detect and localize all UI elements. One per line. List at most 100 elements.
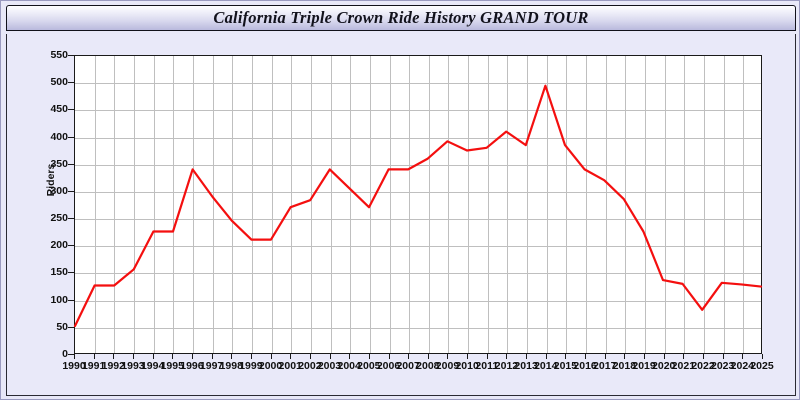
y-tick-label: 300 bbox=[50, 184, 68, 197]
x-tick-mark bbox=[703, 354, 705, 359]
x-tick-label: 2000 bbox=[258, 360, 283, 372]
y-tick-label: 100 bbox=[50, 293, 68, 306]
x-tick-label: 2003 bbox=[317, 360, 342, 372]
x-tick-label: 1998 bbox=[219, 360, 243, 372]
x-tick-label: 2025 bbox=[750, 360, 774, 372]
x-axis-ticks: 1990 1991 1992 1993 1994 1995 1996 1997 1998 1999… bbox=[62, 354, 774, 386]
y-tick-mark bbox=[68, 218, 74, 220]
x-tick-label: 2020 bbox=[652, 360, 676, 372]
x-tick-mark bbox=[93, 354, 95, 359]
x-tick-label: 2012 bbox=[494, 360, 519, 372]
y-tick-label: 200 bbox=[50, 239, 68, 252]
x-tick-mark bbox=[663, 354, 665, 359]
x-tick-label: 2023 bbox=[710, 360, 735, 372]
y-tick-mark bbox=[68, 245, 74, 247]
y-tick-mark bbox=[68, 190, 74, 192]
x-tick-mark bbox=[467, 354, 469, 359]
x-tick-mark bbox=[545, 354, 547, 359]
x-tick-mark bbox=[447, 354, 449, 359]
x-tick-mark bbox=[762, 354, 763, 359]
x-tick-mark bbox=[604, 354, 606, 359]
x-tick-label: 2022 bbox=[691, 360, 715, 372]
x-tick-mark bbox=[152, 354, 154, 359]
x-tick-label: 2004 bbox=[337, 360, 361, 372]
x-tick-label: 2018 bbox=[612, 360, 637, 372]
x-tick-label: 1994 bbox=[140, 360, 165, 372]
x-tick-mark bbox=[722, 354, 724, 359]
x-tick-label: 2005 bbox=[357, 360, 381, 372]
x-tick-mark bbox=[191, 354, 193, 359]
x-tick-label: 1999 bbox=[239, 360, 263, 372]
x-tick-mark bbox=[506, 354, 508, 359]
x-tick-label: 1995 bbox=[160, 360, 184, 372]
x-tick-label: 1990 bbox=[62, 360, 86, 372]
x-tick-label: 2006 bbox=[376, 360, 401, 372]
x-tick-label: 2019 bbox=[632, 360, 656, 372]
x-tick-mark bbox=[624, 354, 626, 359]
y-tick-mark bbox=[68, 272, 74, 274]
x-tick-mark bbox=[270, 354, 272, 359]
x-tick-label: 2017 bbox=[593, 360, 617, 372]
series-riders bbox=[75, 56, 761, 353]
y-tick-mark bbox=[68, 55, 74, 56]
x-tick-mark bbox=[388, 354, 390, 359]
x-tick-mark bbox=[427, 354, 429, 359]
y-tick-mark bbox=[68, 326, 74, 328]
y-tick-label: 250 bbox=[50, 212, 68, 225]
y-tick-label: 400 bbox=[50, 130, 68, 143]
x-tick-mark bbox=[113, 354, 115, 359]
x-tick-mark bbox=[585, 354, 587, 359]
x-tick-mark bbox=[329, 354, 331, 359]
y-tick-mark bbox=[68, 136, 74, 138]
plot-area bbox=[74, 55, 762, 354]
x-tick-label: 2001 bbox=[278, 360, 302, 372]
y-tick-mark bbox=[68, 82, 74, 84]
x-tick-mark bbox=[250, 354, 252, 359]
y-axis-ticks: 0 50 100 150 200 250 300 350 400 450 500 550 bbox=[24, 50, 68, 359]
x-tick-label: 1993 bbox=[121, 360, 145, 372]
x-tick-label: 1991 bbox=[81, 360, 106, 372]
x-tick-mark bbox=[74, 354, 75, 359]
x-tick-label: 2010 bbox=[455, 360, 479, 372]
x-tick-mark bbox=[231, 354, 233, 359]
x-tick-mark bbox=[526, 354, 528, 359]
x-tick-label: 2015 bbox=[553, 360, 578, 372]
y-tick-mark bbox=[68, 299, 74, 301]
x-tick-label: 2014 bbox=[534, 360, 558, 372]
x-tick-label: 2002 bbox=[298, 360, 322, 372]
y-tick-label: 350 bbox=[50, 157, 68, 170]
x-tick-mark bbox=[683, 354, 685, 359]
x-tick-mark bbox=[172, 354, 174, 359]
x-tick-mark bbox=[290, 354, 292, 359]
page-title: California Triple Crown Ride History GRA… bbox=[213, 8, 589, 27]
x-tick-mark bbox=[408, 354, 410, 359]
x-tick-label: 2016 bbox=[573, 360, 597, 372]
x-tick-label: 2021 bbox=[671, 360, 696, 372]
x-tick-mark bbox=[309, 354, 311, 359]
x-tick-label: 2013 bbox=[514, 360, 538, 372]
x-tick-mark bbox=[349, 354, 351, 359]
y-tick-mark bbox=[68, 163, 74, 165]
y-tick-label: 450 bbox=[50, 103, 68, 116]
x-tick-mark bbox=[368, 354, 370, 359]
x-tick-mark bbox=[211, 354, 213, 359]
y-tick-label: 550 bbox=[50, 49, 68, 61]
x-tick-label: 1996 bbox=[180, 360, 204, 372]
x-tick-mark bbox=[565, 354, 567, 359]
x-tick-label: 1992 bbox=[101, 360, 125, 372]
y-tick-mark bbox=[68, 354, 74, 355]
x-tick-label: 2024 bbox=[730, 360, 754, 372]
x-tick-label: 2009 bbox=[435, 360, 460, 372]
x-tick-mark bbox=[742, 354, 744, 359]
x-tick-label: 2007 bbox=[396, 360, 420, 372]
y-tick-label: 0 bbox=[62, 348, 68, 360]
x-tick-mark bbox=[132, 354, 134, 359]
y-tick-label: 150 bbox=[50, 266, 68, 279]
x-tick-label: 1997 bbox=[199, 360, 224, 372]
x-tick-mark bbox=[486, 354, 488, 359]
x-tick-label: 2008 bbox=[416, 360, 440, 372]
window-title-bar: California Triple Crown Ride History GRA… bbox=[6, 5, 796, 31]
y-tick-label: 50 bbox=[56, 320, 68, 333]
y-tick-label: 500 bbox=[50, 76, 68, 89]
